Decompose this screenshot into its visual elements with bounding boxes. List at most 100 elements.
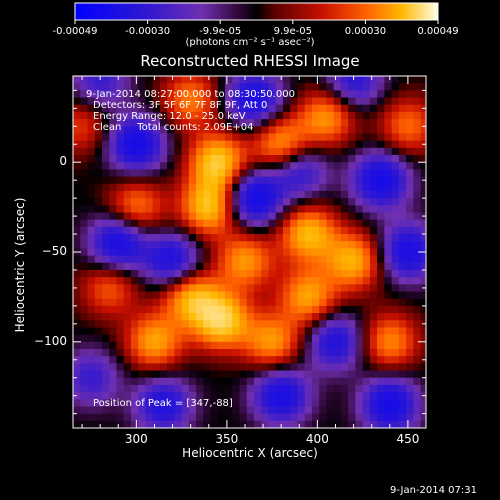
heatmap-cell (210, 104, 219, 113)
heatmap-cell (167, 313, 175, 321)
heatmap-cell (311, 384, 320, 393)
heatmap-cell (340, 298, 349, 307)
heatmap-cell (174, 226, 183, 235)
heatmap-cell (152, 104, 161, 113)
heatmap-cell (413, 269, 421, 278)
heatmap-cell (413, 320, 421, 328)
heatmap-cell (239, 162, 248, 170)
heatmap-cell (319, 212, 327, 221)
heatmap-cell (340, 205, 349, 213)
heatmap-cell (167, 348, 175, 357)
heatmap-cell (362, 262, 371, 271)
colorbar-tick-label: 9.9e-05 (273, 26, 312, 37)
heatmap-cell (203, 76, 211, 84)
heatmap-cell (196, 190, 204, 199)
heatmap-cell (355, 284, 364, 292)
heatmap-cell (268, 255, 277, 264)
heatmap-cell (116, 176, 125, 185)
heatmap-cell (225, 341, 233, 350)
heatmap-cell (130, 104, 139, 113)
heatmap-cell (232, 104, 240, 113)
heatmap-cell (326, 291, 335, 300)
heatmap-cell (138, 155, 146, 163)
heatmap-cell (398, 133, 407, 142)
heatmap-cell (159, 119, 168, 127)
heatmap-cell (188, 248, 197, 256)
heatmap-cell (145, 341, 154, 350)
heatmap-cell (391, 305, 400, 314)
heatmap-cell (239, 234, 248, 242)
heatmap-cell (369, 83, 378, 91)
heatmap-cell (109, 348, 117, 357)
heatmap-cell (311, 313, 320, 321)
heatmap-cell (159, 399, 168, 407)
heatmap-cell (282, 320, 291, 328)
heatmap-cell (138, 162, 146, 170)
heatmap-cell (167, 320, 175, 328)
heatmap-cell (406, 176, 414, 185)
heatmap-cell (362, 377, 371, 386)
heatmap-cell (384, 298, 392, 307)
heatmap-cell (181, 90, 190, 98)
heatmap-cell (355, 248, 364, 256)
clean-counts-text: Clean Total counts: 2.09E+04 (93, 122, 254, 133)
heatmap-cell (304, 334, 313, 343)
heatmap-cell (87, 370, 96, 379)
heatmap-cell (232, 190, 240, 199)
heatmap-cell (369, 413, 378, 422)
heatmap-cell (297, 241, 306, 249)
heatmap-cell (152, 327, 161, 336)
heatmap-cell (152, 341, 161, 350)
heatmap-cell (239, 133, 248, 142)
heatmap-cell (355, 392, 364, 400)
heatmap-cell (152, 226, 161, 235)
heatmap-cell (275, 399, 284, 407)
heatmap-cell (261, 334, 269, 343)
heatmap-cell (94, 284, 103, 292)
heatmap-cell (203, 190, 211, 199)
heatmap-cell (210, 248, 219, 256)
heatmap-cell (384, 384, 392, 393)
heatmap-cell (319, 176, 327, 185)
heatmap-cell (406, 147, 414, 156)
heatmap-cell (297, 111, 306, 120)
heatmap-cell (268, 406, 277, 415)
heatmap-cell (304, 155, 313, 163)
heatmap-cell (232, 111, 240, 120)
heatmap-cell (246, 111, 255, 120)
heatmap-cell (282, 413, 291, 422)
heatmap-cell (398, 305, 407, 314)
heatmap-cell (94, 269, 103, 278)
heatmap-cell (268, 341, 277, 350)
heatmap-cell (239, 399, 248, 407)
heatmap-cell (116, 320, 125, 328)
heatmap-cell (116, 399, 125, 407)
heatmap-cell (340, 399, 349, 407)
heatmap-cell (232, 298, 240, 307)
heatmap-cell (225, 126, 233, 134)
heatmap-cell (196, 399, 204, 407)
heatmap-cell (340, 420, 349, 428)
heatmap-cell (333, 377, 342, 386)
heatmap-cell (275, 348, 284, 357)
heatmap-cell (130, 90, 139, 98)
heatmap-cell (167, 133, 175, 142)
heatmap-cell (174, 370, 183, 379)
heatmap-cell (420, 377, 426, 386)
heatmap-cell (261, 183, 269, 192)
heatmap-cell (355, 291, 364, 300)
heatmap-cell (181, 269, 190, 278)
heatmap-cell (261, 119, 269, 127)
heatmap-cell (123, 205, 132, 213)
heatmap-cell (355, 313, 364, 321)
heatmap-cell (196, 298, 204, 307)
heatmap-cell (348, 320, 356, 328)
heatmap-cell (420, 169, 426, 177)
heatmap-cell (116, 183, 125, 192)
heatmap-cell (116, 169, 125, 177)
heatmap-cell (290, 76, 298, 84)
heatmap-cell (297, 356, 306, 364)
heatmap-cell (348, 248, 356, 256)
heatmap-cell (391, 219, 400, 228)
heatmap-cell (268, 377, 277, 386)
